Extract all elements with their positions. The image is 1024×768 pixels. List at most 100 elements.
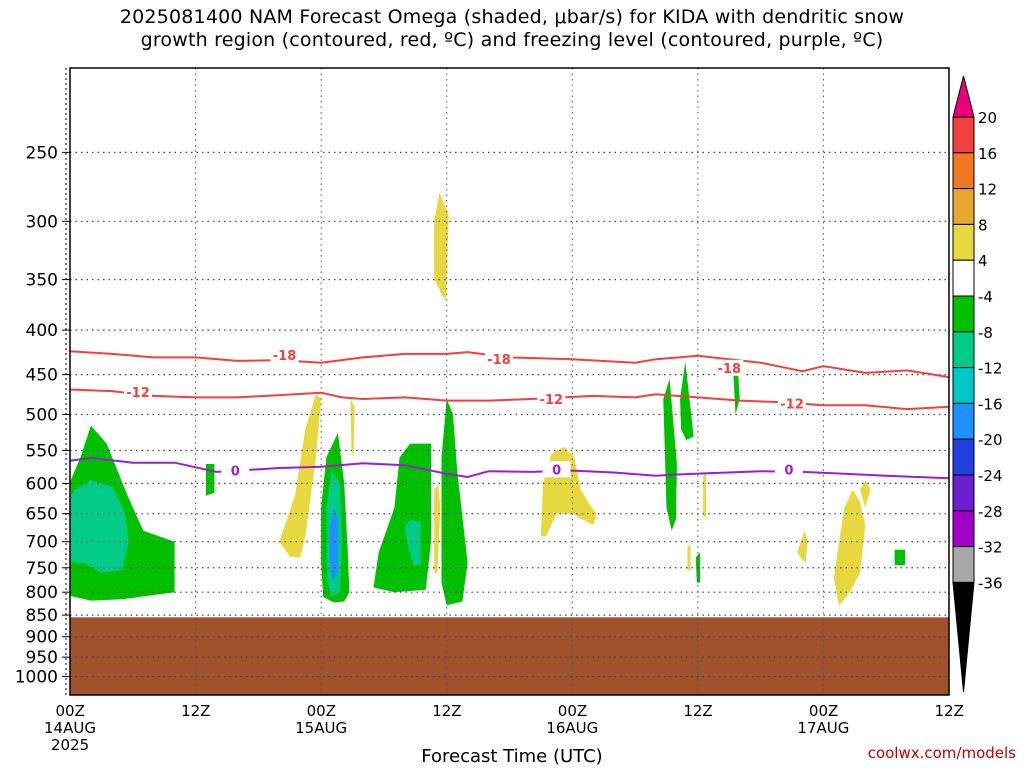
plot-frame [65,67,950,696]
contour-label-bg [270,346,299,363]
colorbar-label: -32 [978,539,1003,557]
ytick-label: 600 [26,474,58,494]
credit-text: coolwx.com/models [867,744,1016,762]
contour-1 [69,388,950,411]
ytick-label: 900 [26,628,58,648]
colorbar-box [952,402,975,440]
colorbar-box [952,188,975,225]
xtick-label: 00Z [557,702,588,720]
contour-label-bg [778,395,807,412]
contour-label: -18 [487,353,511,368]
ytick-label: 700 [26,533,58,553]
xtick-label: 00Z [808,702,839,720]
omega-shaded-regions [70,192,905,607]
colorbar-label: -24 [978,467,1003,485]
ytick-label: 650 [26,505,58,525]
colorbar-label: -12 [978,360,1003,378]
colorbar-label: -28 [978,503,1003,521]
xtick-label: 00Z [55,702,85,720]
contour-label: -12 [540,393,564,408]
colorbar-box [952,223,975,261]
contour-label-bg [774,461,803,478]
omega-region-13 [540,447,597,537]
chart-title: 2025081400 NAM Forecast Omega (shaded, μ… [0,6,1024,52]
colorbar-box [952,367,975,404]
colorbar-label: 8 [978,216,988,234]
omega-region-1 [70,480,129,573]
omega-region-15 [680,361,694,440]
contour-label-bg [542,461,571,478]
ytick-label: 950 [26,648,58,668]
omega-region-3 [279,394,322,558]
colorbar-label: 4 [978,252,988,270]
omega-region-18 [703,470,707,517]
contour-2 [69,456,950,480]
colorbar-box [952,546,975,583]
colorbar-top-arrow [952,75,975,118]
y-axis-ticks: 2503003504004505005506006507007508008509… [15,143,70,688]
omega-region-20 [797,530,808,563]
colorbar-label: 16 [978,145,997,163]
ytick-label: 400 [26,321,58,341]
title-line-1: 2025081400 NAM Forecast Omega (shaded, μ… [119,6,905,28]
contour-label: -18 [273,349,297,364]
xtick-label: 00Z [306,702,337,720]
ytick-label: 450 [26,366,58,386]
colorbar-box [952,331,975,369]
contour-label: -12 [780,398,804,413]
contour-label: 0 [784,463,793,478]
colorbar: 20 16 12 8 4 -4 -8 -12 -16 -20 -24 -28 -32 -36 [952,75,1003,693]
colorbar-label: 20 [978,109,997,127]
contour-label-bg [124,383,153,400]
xtick-label: 12Z [683,702,713,720]
ytick-label: 800 [26,583,58,603]
ytick-label: 250 [26,143,58,163]
xtick-date-label: 14AUG [44,719,96,737]
xtick-year-label: 2025 [51,736,90,754]
plot-border [69,67,950,696]
colorbar-box [952,295,975,333]
contour-label: -12 [126,386,150,401]
colorbar-box [952,152,975,190]
contour-lines: -18 -18 -18 -12 -12 -12 0 0 0 [69,346,950,480]
omega-region-14 [663,378,677,531]
colorbar-label: -36 [978,574,1003,592]
contour-label: -18 [718,362,742,377]
contour-label-bg [221,462,250,479]
ground-fill [70,617,949,695]
colorbar-box [952,438,975,476]
xtick-label: 12Z [934,702,964,720]
omega-region-11 [441,399,468,606]
x-axis-label: Forecast Time (UTC) [421,746,603,767]
colorbar-label: 12 [978,181,997,199]
colorbar-label: -16 [978,395,1003,413]
xtick-date-label: 17AUG [797,719,850,737]
colorbar-box [952,259,975,297]
contour-label: 0 [552,463,561,478]
omega-region-10 [434,484,441,573]
colorbar-label: -4 [978,288,993,306]
omega-region-2 [206,464,215,496]
ytick-label: 550 [26,442,58,462]
omega-region-4 [350,399,355,458]
ytick-label: 300 [26,212,58,232]
xtick-date-label: 15AUG [295,719,348,737]
omega-region-22 [860,480,871,508]
colorbar-label: -8 [978,324,993,342]
ground-region [70,617,949,695]
contour-label: 0 [231,465,240,480]
omega-region-17 [687,544,691,571]
colorbar-bottom-arrow [952,581,975,693]
omega-region-19 [733,364,740,415]
gridlines [69,68,950,695]
omega-region-21 [833,489,866,607]
colorbar-label: -20 [978,431,1003,449]
contour-label-bg [715,359,744,376]
omega-region-12 [434,192,449,301]
omega-region-7 [329,507,338,581]
ytick-label: 350 [26,271,58,291]
colorbar-box [952,474,975,512]
ytick-label: 1000 [15,668,58,688]
xtick-label: 12Z [181,702,211,720]
